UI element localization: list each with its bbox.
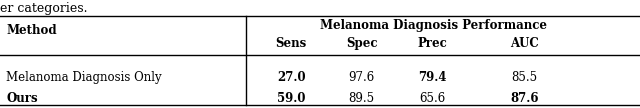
Text: Ours: Ours xyxy=(6,92,38,105)
Text: 89.5: 89.5 xyxy=(349,92,374,105)
Text: 87.6: 87.6 xyxy=(511,92,539,105)
Text: AUC: AUC xyxy=(511,37,539,50)
Text: Melanoma Diagnosis Performance: Melanoma Diagnosis Performance xyxy=(320,19,547,32)
Text: Method: Method xyxy=(6,24,57,37)
Text: 85.5: 85.5 xyxy=(512,71,538,84)
Text: 27.0: 27.0 xyxy=(277,71,305,84)
Text: 59.0: 59.0 xyxy=(277,92,305,105)
Text: 65.6: 65.6 xyxy=(419,92,445,105)
Text: Spec: Spec xyxy=(346,37,378,50)
Text: Prec: Prec xyxy=(417,37,447,50)
Text: Melanoma Diagnosis Only: Melanoma Diagnosis Only xyxy=(6,71,162,84)
Text: 79.4: 79.4 xyxy=(418,71,446,84)
Text: er categories.: er categories. xyxy=(0,2,88,15)
Text: 97.6: 97.6 xyxy=(348,71,375,84)
Text: Sens: Sens xyxy=(276,37,307,50)
